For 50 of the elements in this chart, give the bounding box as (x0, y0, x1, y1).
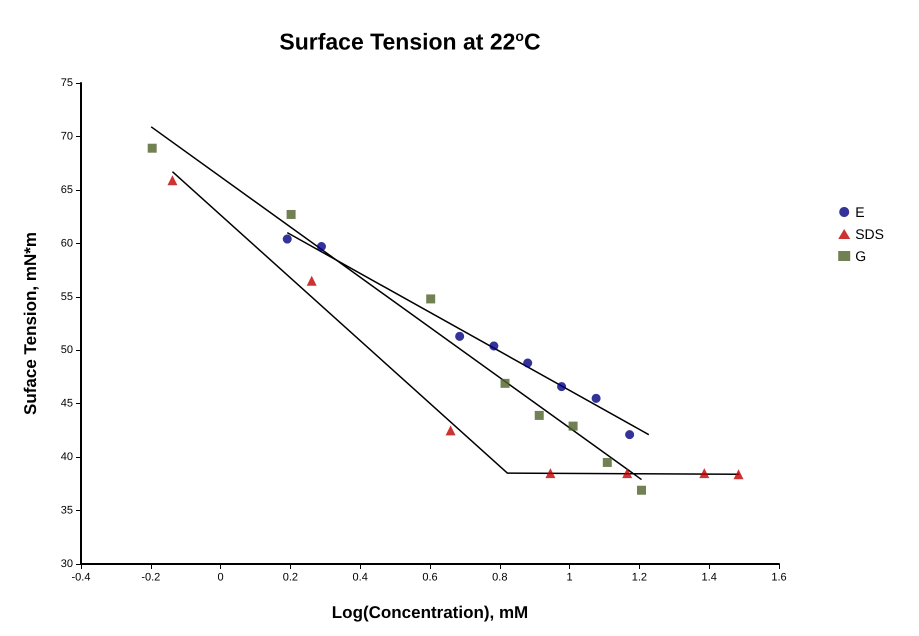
point (699, 468, 710, 478)
point (500, 378, 510, 388)
x-tick-label: 1.2 (632, 572, 648, 584)
y-tick-label: 75 (60, 77, 73, 89)
x-tick-label: 1.6 (771, 572, 787, 584)
point (636, 486, 646, 495)
y-tick-label: 45 (60, 398, 73, 410)
x-tick-label: 0.6 (422, 572, 438, 584)
y-tick-label: 35 (60, 504, 73, 517)
point (306, 276, 317, 286)
y-tick-label: 40 (60, 451, 73, 464)
legend-label: SDS (855, 226, 884, 242)
x-axis-title: Log(Concentration), mM (332, 603, 528, 622)
y-axis-title: Suface Tension, mN*m (21, 232, 40, 415)
x-tick-label: 0.2 (282, 572, 298, 584)
point (545, 468, 556, 478)
y-tick-label: 70 (60, 130, 73, 142)
x-tick-label: 0 (218, 572, 224, 584)
y-tick-label: 60 (60, 237, 73, 250)
point (148, 144, 157, 153)
point (734, 469, 744, 480)
legend-label: E (855, 204, 865, 220)
point (622, 468, 632, 478)
point (455, 332, 464, 341)
legend-label: G (855, 248, 866, 264)
point (286, 210, 296, 219)
point (568, 422, 578, 431)
chart-title: Surface Tension at 22$^{o}$C (278, 28, 542, 56)
x-tick-label: 1 (566, 572, 573, 584)
point (625, 430, 634, 440)
y-tick-label: 55 (60, 290, 73, 303)
point (282, 234, 292, 244)
point (557, 382, 566, 392)
y-tick-label: 65 (60, 184, 73, 196)
point (446, 425, 456, 436)
point (167, 175, 178, 186)
point (489, 341, 498, 350)
x-tick-label: 0.4 (352, 572, 368, 584)
x-tick-label: -0.4 (72, 572, 90, 584)
point (426, 294, 436, 304)
x-tick-label: 1.4 (702, 572, 717, 584)
point (602, 458, 612, 467)
y-tick-label: 50 (60, 344, 73, 356)
x-tick-label: 0.8 (492, 572, 508, 584)
point (592, 394, 601, 403)
point (316, 242, 326, 252)
x-tick-label: -0.2 (141, 572, 160, 584)
y-tick-label: 30 (60, 558, 73, 570)
point (534, 410, 544, 420)
point (523, 358, 532, 368)
